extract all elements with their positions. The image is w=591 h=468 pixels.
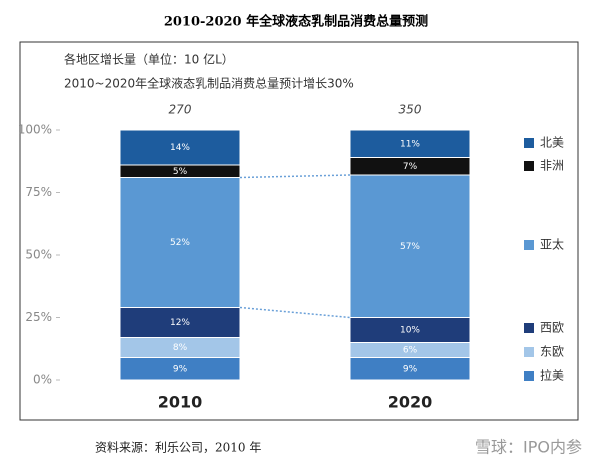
legend-label: 西欧 bbox=[540, 321, 564, 335]
legend-label: 东欧 bbox=[540, 345, 564, 359]
chart-title: 2010-2020 年全球液态乳制品消费总量预测 bbox=[164, 14, 428, 30]
legend-label: 北美 bbox=[540, 136, 564, 150]
legend-swatch bbox=[524, 161, 534, 171]
watermark: 雪球：IPO内参 bbox=[475, 438, 582, 457]
legend-label: 非洲 bbox=[540, 159, 564, 173]
x-tick-label: 2020 bbox=[388, 393, 433, 412]
value-label: 8% bbox=[173, 343, 188, 353]
value-label: 12% bbox=[170, 318, 190, 328]
chart-frame bbox=[19, 41, 579, 421]
total-label: 350 bbox=[399, 103, 422, 117]
legend-swatch bbox=[524, 240, 534, 250]
bar-segment bbox=[119, 177, 241, 308]
total-label: 270 bbox=[169, 103, 192, 117]
value-label: 14% bbox=[170, 143, 190, 153]
value-label: 10% bbox=[400, 326, 420, 336]
y-tick-label: 50% bbox=[25, 248, 52, 262]
y-tick-label: 100% bbox=[18, 123, 52, 137]
connector bbox=[239, 306, 351, 319]
legend-label: 亚太 bbox=[540, 237, 564, 252]
chart-subtitle: 各地区增长量（单位：10 亿L） bbox=[64, 52, 234, 67]
bar-segment bbox=[349, 174, 471, 318]
legend-swatch bbox=[524, 347, 534, 357]
value-label: 7% bbox=[403, 162, 418, 172]
bar-segment bbox=[119, 307, 241, 338]
source-note: 资料来源：利乐公司，2010 年 bbox=[95, 441, 261, 455]
bar-segment bbox=[119, 129, 241, 166]
legend-swatch bbox=[524, 138, 534, 148]
y-tick-label: 25% bbox=[25, 310, 52, 324]
value-label: 6% bbox=[403, 346, 418, 356]
legend-swatch bbox=[524, 371, 534, 381]
legend-swatch bbox=[524, 323, 534, 333]
legend-label: 拉美 bbox=[540, 368, 564, 383]
y-tick-label: 75% bbox=[25, 185, 52, 199]
y-tick-label: 0% bbox=[33, 373, 52, 387]
bar-segment bbox=[349, 317, 471, 343]
value-label: 52% bbox=[170, 238, 190, 248]
value-label: 5% bbox=[173, 167, 188, 177]
annotation: 2010~2020年全球液态乳制品消费总量预计增长30% bbox=[64, 76, 354, 91]
value-label: 9% bbox=[403, 364, 418, 374]
bar-segment bbox=[349, 129, 471, 158]
value-label: 11% bbox=[400, 139, 420, 149]
x-tick-label: 2010 bbox=[158, 393, 203, 412]
value-label: 9% bbox=[173, 364, 188, 374]
value-label: 57% bbox=[400, 242, 420, 252]
